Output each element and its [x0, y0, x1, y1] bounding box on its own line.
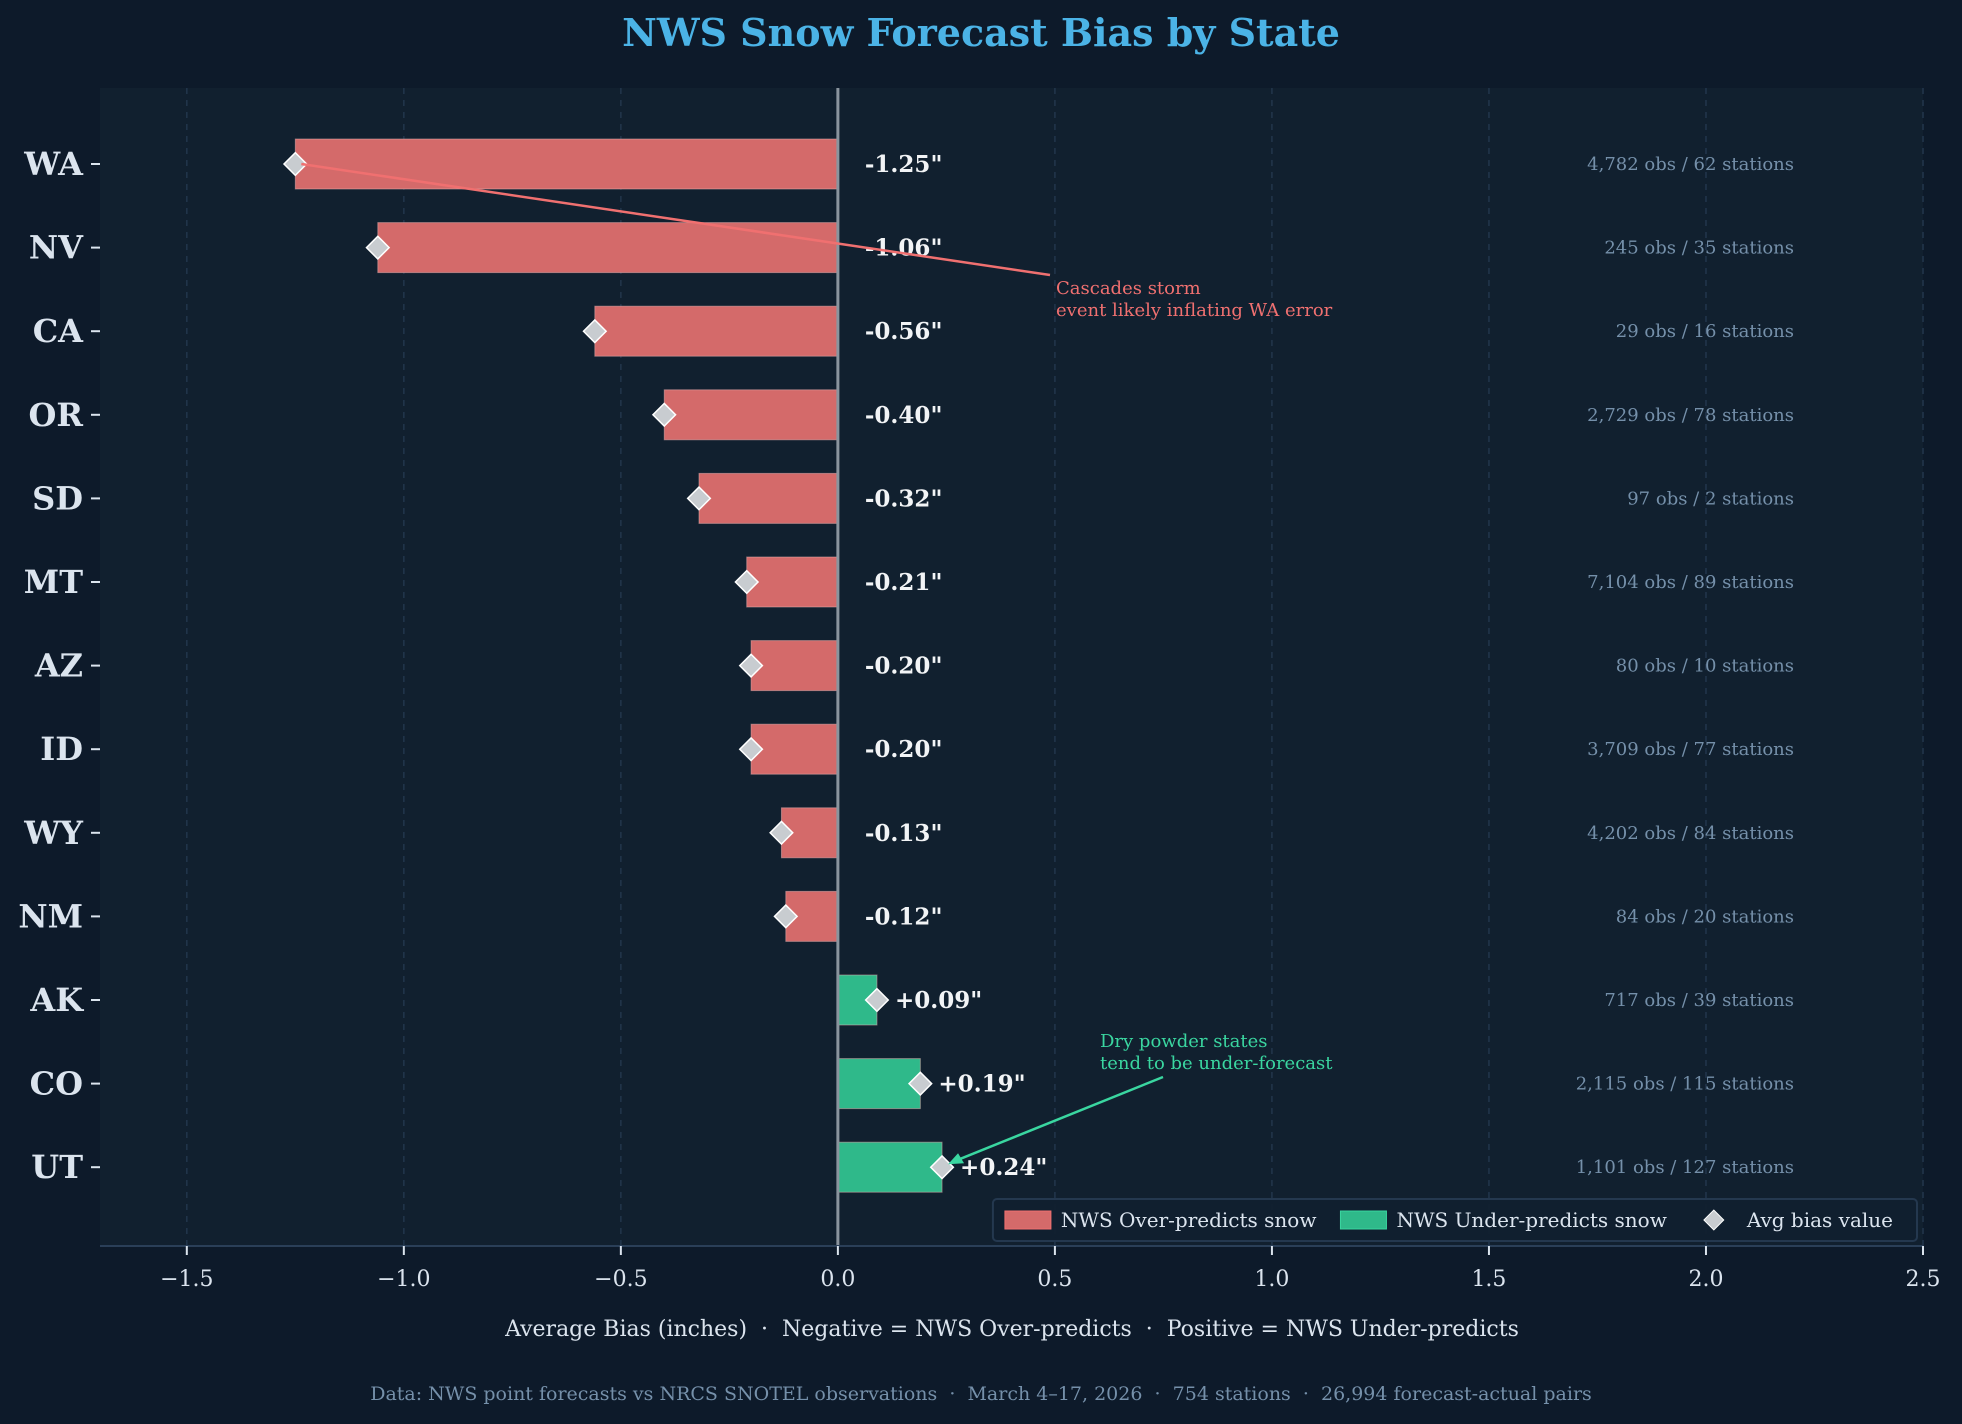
avg-marker	[365, 235, 391, 260]
bar-or	[663, 389, 839, 441]
value-label: +0.19"	[938, 1071, 1025, 1098]
annotation-text: Cascades storm	[1056, 278, 1201, 299]
avg-marker	[734, 569, 760, 595]
legend-swatch-under	[1339, 1210, 1387, 1230]
avg-marker	[738, 736, 764, 762]
obs-label: 29 obs / 16 stations	[1616, 321, 1794, 342]
legend-entry: NWS Over-predicts snow	[1061, 1208, 1317, 1232]
legend: NWS Over-predicts snow NWS Under-predicts…	[991, 1198, 1918, 1242]
value-label: -0.32"	[865, 485, 943, 512]
obs-label: 97 obs / 2 stations	[1627, 488, 1794, 509]
avg-marker	[651, 402, 677, 428]
annotation-text: Dry powder states	[1100, 1031, 1268, 1052]
footer-note: Data: NWS point forecasts vs NRCS SNOTEL…	[370, 1383, 1592, 1405]
x-tick-label: −1.5	[160, 1267, 213, 1292]
value-label: -0.13"	[865, 820, 943, 847]
bar-id	[750, 723, 839, 775]
legend-entry: NWS Under-predicts snow	[1396, 1208, 1666, 1232]
bar-az	[750, 640, 839, 692]
value-label: -0.40"	[865, 402, 943, 429]
value-label: +0.09"	[895, 987, 982, 1014]
legend-box	[991, 1198, 1918, 1242]
x-tick-label: 1.0	[1254, 1267, 1289, 1292]
legend-entry: Avg bias value	[1746, 1208, 1893, 1232]
x-tick-label: −0.5	[594, 1267, 647, 1292]
avg-marker	[864, 987, 890, 1013]
avg-marker	[773, 904, 799, 929]
arrow-head-icon	[948, 1153, 965, 1165]
markers	[282, 151, 955, 1180]
y-tick-label: WA	[23, 145, 84, 183]
y-tick-label: CO	[30, 1065, 83, 1103]
x-tick-label: 1.5	[1471, 1267, 1506, 1292]
y-tick-label: NM	[18, 897, 83, 935]
chart-title: NWS Snow Forecast Bias by State	[622, 10, 1340, 55]
avg-marker	[929, 1154, 955, 1180]
legend-marker-icon	[1703, 1209, 1725, 1231]
obs-label: 4,782 obs / 62 stations	[1587, 154, 1794, 175]
avg-marker	[907, 1071, 933, 1096]
y-tick-label: NV	[29, 229, 84, 267]
annotation-arrow	[301, 162, 1051, 277]
annotation-text: tend to be under-forecast	[1100, 1053, 1333, 1074]
obs-label: 7,104 obs / 89 stations	[1587, 572, 1794, 593]
value-label: -0.20"	[865, 736, 943, 763]
obs-label: 2,729 obs / 78 stations	[1587, 405, 1794, 426]
y-tick-label: CA	[33, 312, 84, 350]
x-axis-label: Average Bias (inches) · Negative = NWS O…	[504, 1317, 1519, 1342]
y-tick-label: SD	[32, 479, 83, 517]
obs-label: 245 obs / 35 stations	[1604, 238, 1794, 259]
x-tick-label: 2.5	[1906, 1267, 1941, 1292]
bar-ca	[594, 305, 839, 357]
avg-marker	[769, 820, 794, 846]
value-label: -0.21"	[865, 569, 943, 596]
y-tick-label: UT	[31, 1148, 83, 1186]
legend-swatch-over	[1004, 1210, 1052, 1230]
annotation-text: event likely inflating WA error	[1056, 300, 1333, 321]
obs-label: 84 obs / 20 stations	[1616, 906, 1794, 927]
avg-marker	[686, 486, 712, 511]
obs-label: 3,709 obs / 77 stations	[1587, 739, 1794, 760]
y-tick-label: OR	[29, 396, 84, 434]
avg-marker	[582, 318, 608, 344]
bar-ut	[837, 1141, 943, 1193]
value-label: +0.24"	[960, 1154, 1047, 1181]
x-tick-label: 0.0	[820, 1267, 855, 1292]
y-tick-label: AZ	[34, 647, 83, 685]
bar-mt	[746, 556, 839, 608]
y-tick-label: ID	[40, 730, 83, 768]
avg-marker	[282, 151, 308, 177]
bar-nv	[377, 222, 839, 274]
y-tick-label: WY	[23, 814, 84, 852]
x-tick-label: −1.0	[377, 1267, 430, 1292]
y-tick-label: MT	[24, 563, 83, 601]
obs-label: 4,202 obs / 84 stations	[1587, 823, 1794, 844]
x-tick-label: 0.5	[1037, 1267, 1072, 1292]
x-axis: −1.5 −1.0 −0.5 0.0 0.5 1.0 1.5 2.0 2.5	[160, 1246, 1941, 1292]
avg-marker	[738, 653, 764, 678]
bar-wa	[294, 138, 839, 190]
value-label: -1.25"	[865, 151, 943, 178]
value-label: -0.56"	[865, 318, 943, 345]
y-tick-label: AK	[29, 981, 84, 1019]
bar-sd	[698, 472, 839, 524]
value-label: -0.20"	[865, 653, 943, 680]
obs-label: 80 obs / 10 stations	[1616, 656, 1794, 677]
x-tick-label: 2.0	[1688, 1267, 1723, 1292]
obs-label: 2,115 obs / 115 stations	[1576, 1074, 1794, 1095]
obs-label: 1,101 obs / 127 stations	[1576, 1157, 1794, 1178]
obs-label: 717 obs / 39 stations	[1604, 990, 1794, 1011]
bar-co	[837, 1058, 921, 1110]
annotation-arrow	[951, 1075, 1164, 1164]
value-label: -0.12"	[865, 903, 943, 930]
